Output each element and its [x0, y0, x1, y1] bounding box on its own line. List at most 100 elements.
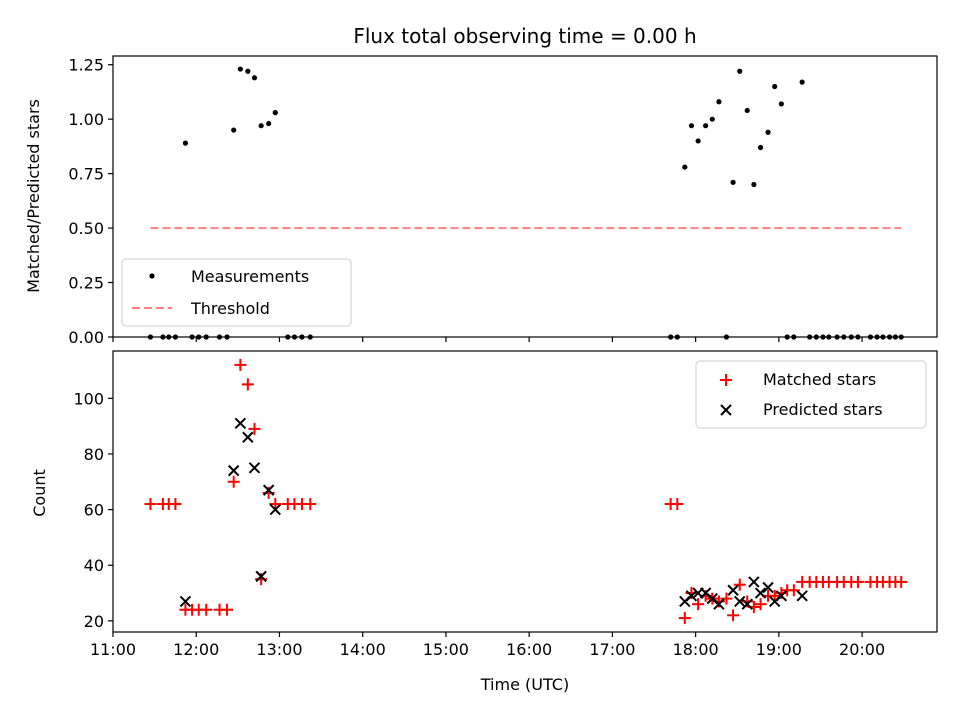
- x-tick-label: 11:00: [90, 640, 136, 659]
- legend-predicted-label: Predicted stars: [763, 400, 883, 419]
- measurements-point: [258, 123, 264, 129]
- bottom-series: [144, 358, 908, 625]
- x-tick-label: 20:00: [839, 640, 885, 659]
- top-legend: Measurements Threshold: [121, 258, 352, 327]
- x-tick-label: 18:00: [673, 640, 719, 659]
- top-y-tick-label: 0.50: [68, 219, 104, 238]
- bottom-y-axis-label: Count: [30, 469, 49, 517]
- legend-matched-label: Matched stars: [763, 370, 876, 389]
- matched-stars-point: [720, 592, 733, 605]
- predicted-stars-point: [179, 595, 192, 608]
- top-legend-box: [121, 258, 352, 327]
- predicted-stars-point: [685, 590, 698, 602]
- legend-predicted-marker: [720, 404, 732, 416]
- legend-measurements-label: Measurements: [191, 267, 309, 286]
- predicted-stars-point: [748, 576, 760, 588]
- x-tick-label: 12:00: [173, 640, 219, 659]
- predicted-stars-point: [741, 598, 753, 610]
- matched-stars-point: [169, 498, 182, 511]
- measurements-point: [266, 120, 272, 127]
- predicted-stars-point: [775, 590, 788, 602]
- measurements-point: [237, 66, 243, 72]
- matched-stars-point: [685, 587, 698, 600]
- matched-stars-point: [727, 609, 740, 622]
- predicted-stars-point: [734, 595, 746, 608]
- matched-stars-point: [754, 598, 767, 611]
- measurements-point: [778, 101, 784, 107]
- chart-title: Flux total observing time = 0.00 h: [353, 24, 696, 48]
- legend-matched-marker: [720, 374, 732, 386]
- measurements-point: [730, 179, 736, 185]
- measurements-point: [737, 68, 743, 74]
- measurements-point: [182, 140, 189, 146]
- top-y-tick-label: 0.75: [68, 165, 104, 184]
- measurements-point: [251, 75, 258, 81]
- matched-stars-point: [269, 498, 282, 511]
- top-y-ticks: 0.00 0.25 0.50 0.75 1.00 1.25: [68, 56, 113, 347]
- predicted-stars-point: [248, 462, 261, 474]
- top-y-tick-label: 0.25: [68, 274, 104, 293]
- bottom-y-tick-label: 60: [84, 501, 104, 520]
- x-tick-label: 16:00: [506, 640, 552, 659]
- matched-stars-point: [692, 598, 705, 611]
- measurements-point: [716, 99, 722, 105]
- matched-stars-point: [733, 578, 746, 591]
- measurements-point: [765, 129, 771, 135]
- matched-stars-point: [144, 498, 157, 511]
- measurements-point: [688, 123, 695, 129]
- x-tick-label: 17:00: [589, 640, 635, 659]
- predicted-stars-point: [796, 590, 808, 602]
- predicted-stars-point: [762, 581, 774, 594]
- matched-stars-point: [262, 486, 275, 499]
- bottom-x-ticks: 11:00 12:00 13:00 14:00 15:00 16:00 17:00 18:00…: [90, 632, 885, 659]
- bottom-y-ticks: 20 40 60 80 100: [73, 389, 113, 631]
- measurements-point: [695, 138, 701, 144]
- top-x-ticks: [112, 337, 863, 342]
- x-tick-label: 15:00: [423, 640, 469, 659]
- predicted-stars-point: [262, 484, 275, 496]
- matched-stars-point: [234, 358, 247, 371]
- legend-threshold-label: Threshold: [190, 299, 270, 318]
- measurements-point: [703, 123, 709, 129]
- bottom-panel: 20 40 60 80 100 11:00 12:00 13:00 14:00 15:00 16:…: [30, 350, 938, 694]
- measurements-point: [757, 144, 764, 151]
- matched-stars-point: [200, 603, 213, 616]
- predicted-stars-point: [727, 584, 739, 596]
- x-tick-label: 13:00: [256, 640, 302, 659]
- matched-stars-point: [227, 475, 240, 488]
- legend-measurements-marker: [149, 273, 155, 279]
- measurements-point: [245, 68, 251, 74]
- matched-stars-point: [851, 575, 864, 588]
- predicted-stars-point: [269, 503, 282, 516]
- matched-stars-point: [304, 498, 317, 511]
- matched-stars-point: [221, 603, 234, 616]
- top-panel: 0.00 0.25 0.50 0.75 1.00 1.25 Matched/Predict…: [24, 55, 938, 347]
- x-axis-label: Time (UTC): [480, 675, 569, 694]
- bottom-y-tick-label: 40: [84, 556, 104, 575]
- measurements-point: [799, 79, 805, 85]
- predicted-stars-point: [227, 464, 240, 477]
- x-tick-label: 14:00: [340, 640, 386, 659]
- matched-stars-point: [241, 378, 254, 391]
- bottom-legend: Matched stars Predicted stars: [695, 360, 927, 429]
- matched-stars-point: [671, 498, 684, 511]
- predicted-stars-point: [713, 598, 725, 610]
- top-y-tick-label: 1.00: [68, 110, 104, 129]
- predicted-stars-point: [234, 417, 247, 430]
- measurements-point: [709, 116, 715, 122]
- bottom-axes-frame: [112, 350, 938, 633]
- measurements-point: [772, 83, 778, 90]
- top-y-tick-label: 1.25: [68, 56, 104, 75]
- measurements-point: [272, 110, 278, 116]
- measurements-point: [682, 164, 688, 170]
- predicted-stars-point: [754, 587, 767, 599]
- top-y-axis-label: Matched/Predicted stars: [24, 99, 43, 293]
- predicted-stars-point: [242, 431, 254, 443]
- matched-stars-point: [787, 584, 800, 597]
- bottom-legend-box: [695, 360, 927, 429]
- matched-stars-point: [775, 587, 788, 600]
- measurements-point: [231, 127, 237, 133]
- matched-stars-point: [248, 422, 261, 435]
- measurements-point: [744, 107, 750, 114]
